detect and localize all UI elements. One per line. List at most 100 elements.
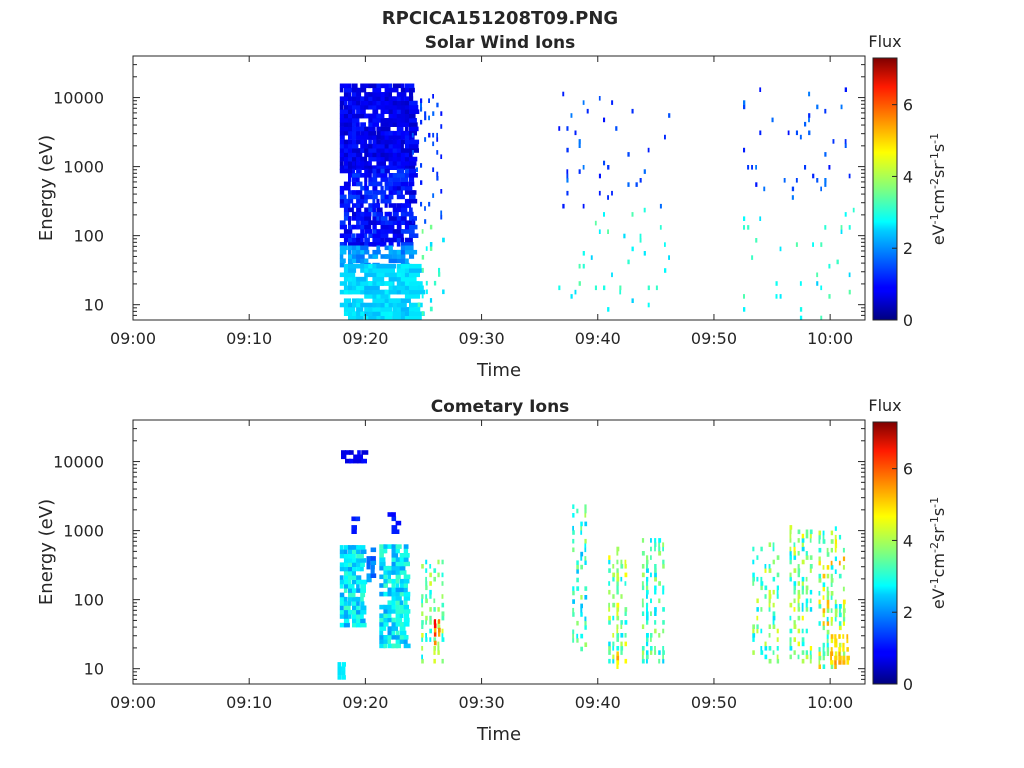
heatmap-cell — [372, 130, 376, 136]
heatmap-cell — [384, 245, 393, 251]
heatmap-cell — [409, 122, 418, 127]
heatmap-cell — [759, 216, 762, 221]
heatmap-cell — [379, 548, 386, 554]
heatmap-cell — [376, 87, 382, 93]
heatmap-cell — [580, 646, 583, 652]
heatmap-cell — [352, 562, 359, 567]
heatmap-cell — [339, 592, 345, 598]
heatmap-cell — [429, 594, 432, 599]
heatmap-cell — [830, 634, 834, 639]
heatmap-cell — [404, 211, 414, 217]
heatmap-cell — [352, 298, 360, 303]
heatmap-cell — [396, 254, 402, 259]
heatmap-cell — [360, 126, 367, 132]
heatmap-cell — [368, 194, 373, 200]
heatmap-cell — [424, 115, 427, 121]
heatmap-cell — [339, 614, 345, 619]
heatmap-cell — [822, 621, 825, 626]
heatmap-cell — [400, 237, 404, 243]
heatmap-cell — [376, 229, 385, 234]
heatmap-cell — [356, 105, 364, 110]
heatmap-cell — [436, 102, 439, 108]
heatmap-cell — [348, 285, 356, 291]
heatmap-cell — [384, 198, 392, 204]
heatmap-cell — [409, 268, 424, 273]
heatmap-cell — [768, 646, 772, 651]
heatmap-cell — [400, 87, 407, 93]
heatmap-cell — [409, 233, 419, 238]
heatmap-cell — [421, 311, 424, 316]
heatmap-cell — [594, 285, 597, 291]
heatmap-cell — [391, 587, 398, 593]
heatmap-cell — [818, 578, 822, 583]
heatmap-cell — [388, 156, 396, 162]
heatmap-cell — [809, 529, 813, 535]
heatmap-cell — [337, 666, 342, 671]
heatmap-cell — [356, 224, 364, 230]
heatmap-cell — [584, 547, 587, 553]
heatmap-cell — [404, 198, 410, 204]
heatmap-cell — [399, 557, 405, 562]
heatmap-cell — [409, 143, 419, 149]
heatmap-cell — [846, 660, 850, 665]
heatmap-cell — [396, 190, 401, 195]
heatmap-cell — [572, 607, 575, 613]
heatmap-cell — [343, 143, 350, 149]
heatmap-cell — [404, 130, 412, 136]
heatmap-cell — [343, 181, 351, 187]
heatmap-cell — [566, 173, 569, 179]
heatmap-cell — [776, 555, 780, 560]
heatmap-cell — [372, 122, 380, 127]
heatmap-cell — [384, 139, 392, 145]
heatmap-cell — [403, 622, 410, 627]
heatmap-cell — [348, 245, 356, 251]
heatmap-cell — [826, 651, 830, 656]
heatmap-cell — [838, 573, 842, 579]
heatmap-cell — [433, 568, 437, 573]
heatmap-cell — [436, 150, 439, 155]
heatmap-cell — [399, 630, 407, 636]
heatmap-cell — [844, 139, 847, 144]
heatmap-cell — [356, 575, 362, 580]
heatmap-cell — [797, 572, 800, 578]
x-tick-label: 09:00 — [110, 693, 156, 712]
heatmap-cell — [584, 642, 588, 647]
heatmap-cell — [764, 646, 768, 651]
heatmap-cell — [420, 201, 423, 207]
heatmap-cell — [364, 211, 372, 217]
heatmap-cell — [364, 177, 368, 182]
colorbar-tick-label: 2 — [903, 239, 913, 258]
heatmap-cell — [437, 641, 440, 647]
heatmap-cell — [578, 139, 581, 144]
heatmap-cell — [764, 585, 768, 591]
heatmap-cell — [789, 654, 792, 660]
heatmap-cell — [830, 651, 834, 656]
heatmap-cell — [662, 654, 664, 660]
heatmap-cell — [352, 211, 360, 217]
heatmap-cell — [403, 600, 408, 605]
heatmap-cell — [838, 651, 841, 656]
heatmap-cell — [797, 607, 801, 612]
heatmap-cell — [646, 654, 649, 660]
heatmap-cell — [356, 311, 364, 316]
heatmap-cell — [438, 267, 441, 273]
heatmap-cell — [409, 161, 417, 166]
heatmap-cell — [372, 198, 376, 204]
heatmap-cell — [409, 194, 416, 200]
heatmap-cell — [403, 613, 410, 618]
heatmap-cell — [372, 194, 378, 200]
heatmap-cell — [352, 549, 359, 554]
heatmap-cell — [582, 263, 585, 269]
heatmap-cell — [395, 557, 402, 562]
heatmap-cell — [349, 450, 354, 455]
heatmap-cell — [608, 568, 611, 573]
heatmap-cell — [805, 650, 808, 655]
heatmap-cell — [805, 529, 809, 535]
heatmap-cell — [379, 622, 385, 627]
heatmap-cell — [343, 307, 356, 312]
heatmap-cell — [572, 525, 574, 531]
heatmap-cell — [380, 109, 388, 114]
x-tick-label: 09:40 — [575, 693, 621, 712]
heatmap-cell — [616, 602, 620, 608]
heatmap-cell — [763, 186, 766, 192]
